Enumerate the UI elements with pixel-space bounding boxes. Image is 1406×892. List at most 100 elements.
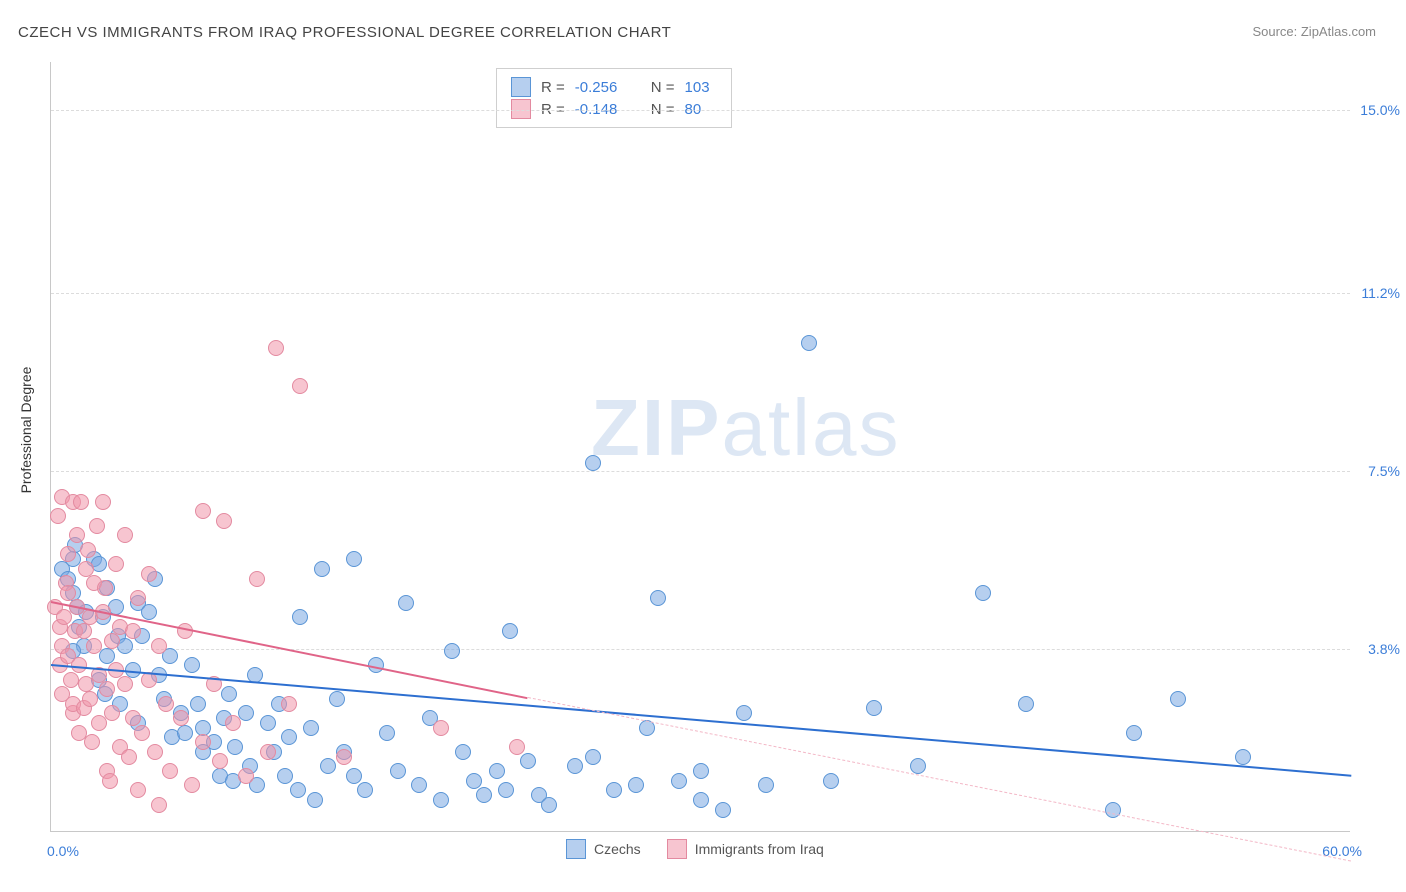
x-min-label: 0.0% xyxy=(47,843,79,859)
scatter-point xyxy=(95,494,111,510)
scatter-point xyxy=(130,782,146,798)
scatter-point xyxy=(141,566,157,582)
scatter-point xyxy=(320,758,336,774)
scatter-point xyxy=(444,643,460,659)
scatter-point xyxy=(303,720,319,736)
scatter-point xyxy=(455,744,471,760)
scatter-point xyxy=(151,638,167,654)
grid-line xyxy=(51,110,1350,111)
legend-stats-box: R =-0.256N =103R =-0.148N =80 xyxy=(496,68,732,128)
scatter-point xyxy=(108,556,124,572)
scatter-point xyxy=(260,744,276,760)
trend-line-extrapolated xyxy=(528,697,1352,862)
scatter-point xyxy=(212,753,228,769)
legend-swatch xyxy=(511,77,531,97)
scatter-point xyxy=(693,792,709,808)
legend-label: Czechs xyxy=(594,841,641,857)
scatter-point xyxy=(60,585,76,601)
scatter-point xyxy=(307,792,323,808)
scatter-point xyxy=(1126,725,1142,741)
scatter-point xyxy=(336,749,352,765)
legend-swatch xyxy=(511,99,531,119)
scatter-point xyxy=(281,729,297,745)
scatter-point xyxy=(86,638,102,654)
scatter-point xyxy=(1170,691,1186,707)
scatter-point xyxy=(398,595,414,611)
scatter-point xyxy=(147,744,163,760)
scatter-point xyxy=(715,802,731,818)
scatter-point xyxy=(277,768,293,784)
scatter-point xyxy=(650,590,666,606)
scatter-point xyxy=(60,546,76,562)
scatter-point xyxy=(290,782,306,798)
scatter-point xyxy=(104,633,120,649)
scatter-point xyxy=(567,758,583,774)
scatter-point xyxy=(151,797,167,813)
scatter-point xyxy=(121,749,137,765)
scatter-point xyxy=(102,773,118,789)
scatter-point xyxy=(97,580,113,596)
scatter-point xyxy=(184,777,200,793)
scatter-point xyxy=(314,561,330,577)
scatter-point xyxy=(476,787,492,803)
scatter-point xyxy=(292,609,308,625)
scatter-point xyxy=(693,763,709,779)
grid-line xyxy=(51,293,1350,294)
scatter-point xyxy=(84,734,100,750)
scatter-point xyxy=(411,777,427,793)
scatter-point xyxy=(541,797,557,813)
scatter-point xyxy=(82,691,98,707)
scatter-point xyxy=(99,648,115,664)
scatter-point xyxy=(63,672,79,688)
scatter-point xyxy=(125,623,141,639)
scatter-point xyxy=(158,696,174,712)
scatter-point xyxy=(866,700,882,716)
chart-source: Source: ZipAtlas.com xyxy=(1252,24,1376,39)
scatter-point xyxy=(173,710,189,726)
scatter-point xyxy=(268,340,284,356)
grid-line xyxy=(51,649,1350,650)
scatter-point xyxy=(117,527,133,543)
scatter-point xyxy=(260,715,276,731)
scatter-point xyxy=(50,508,66,524)
scatter-point xyxy=(758,777,774,793)
scatter-point xyxy=(162,763,178,779)
correlation-chart: CZECH VS IMMIGRANTS FROM IRAQ PROFESSION… xyxy=(0,0,1406,892)
scatter-point xyxy=(346,551,362,567)
scatter-point xyxy=(910,758,926,774)
scatter-point xyxy=(628,777,644,793)
scatter-point xyxy=(585,749,601,765)
scatter-point xyxy=(281,696,297,712)
scatter-point xyxy=(89,518,105,534)
scatter-point xyxy=(975,585,991,601)
scatter-point xyxy=(134,725,150,741)
scatter-point xyxy=(104,705,120,721)
legend-swatch xyxy=(566,839,586,859)
legend-bottom: Czechs Immigrants from Iraq xyxy=(566,839,842,859)
scatter-point xyxy=(671,773,687,789)
scatter-point xyxy=(498,782,514,798)
scatter-point xyxy=(329,691,345,707)
scatter-point xyxy=(69,527,85,543)
scatter-point xyxy=(177,725,193,741)
scatter-point xyxy=(736,705,752,721)
plot-area: ZIPatlas R =-0.256N =103R =-0.148N =80 0… xyxy=(50,62,1350,832)
scatter-point xyxy=(125,710,141,726)
scatter-point xyxy=(221,686,237,702)
legend-label: Immigrants from Iraq xyxy=(695,841,824,857)
legend-swatch xyxy=(667,839,687,859)
scatter-point xyxy=(433,720,449,736)
scatter-point xyxy=(117,676,133,692)
scatter-point xyxy=(433,792,449,808)
scatter-point xyxy=(292,378,308,394)
scatter-point xyxy=(585,455,601,471)
scatter-point xyxy=(225,715,241,731)
scatter-point xyxy=(190,696,206,712)
scatter-point xyxy=(73,494,89,510)
scatter-point xyxy=(379,725,395,741)
y-axis-title: Professional Degree xyxy=(18,367,34,494)
scatter-point xyxy=(99,681,115,697)
scatter-point xyxy=(184,657,200,673)
y-tick-label: 11.2% xyxy=(1352,285,1400,301)
scatter-point xyxy=(606,782,622,798)
